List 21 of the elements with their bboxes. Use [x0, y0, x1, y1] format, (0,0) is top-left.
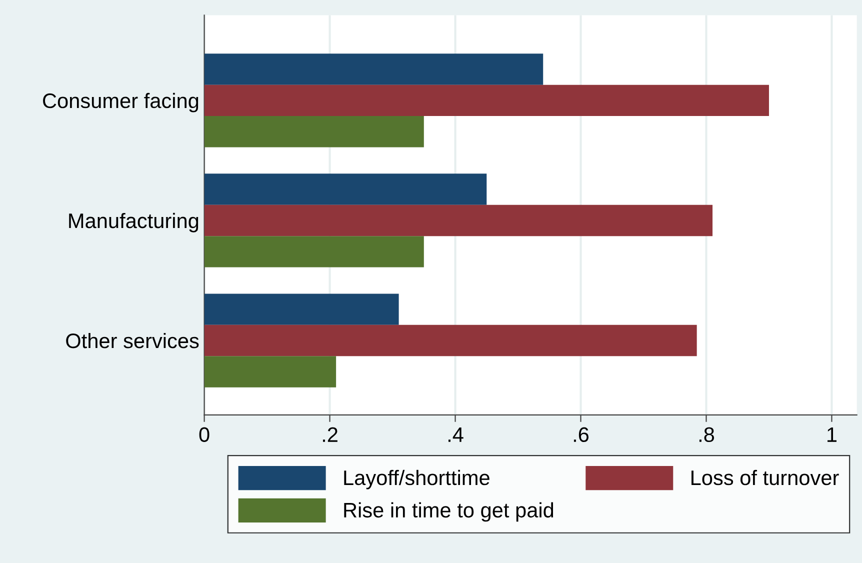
x-tick-label: .2: [322, 427, 338, 442]
x-tick-label: .8: [699, 427, 714, 442]
bar: [204, 116, 424, 148]
x-tick-label: 0: [199, 427, 210, 442]
bar: [204, 294, 399, 325]
x-tick-label: .6: [574, 427, 589, 442]
bar: [204, 236, 424, 268]
bar: [204, 174, 487, 205]
y-tick-label: Manufacturing: [69, 212, 198, 232]
x-tick-label: 1: [828, 428, 837, 442]
bar: [204, 54, 544, 85]
y-tick-label: Other services: [66, 332, 199, 348]
bar: [204, 324, 697, 356]
legend-label: Rise in time to get paid: [344, 502, 554, 522]
bar: [204, 204, 713, 236]
x-tick-label: .4: [448, 428, 464, 442]
legend-label: Loss of turnover: [692, 470, 839, 486]
y-tick-label: Consumer facing: [43, 92, 198, 112]
bar: [204, 356, 336, 388]
bar: [204, 84, 769, 116]
legend-label: Layoff/shorttime: [344, 470, 490, 490]
